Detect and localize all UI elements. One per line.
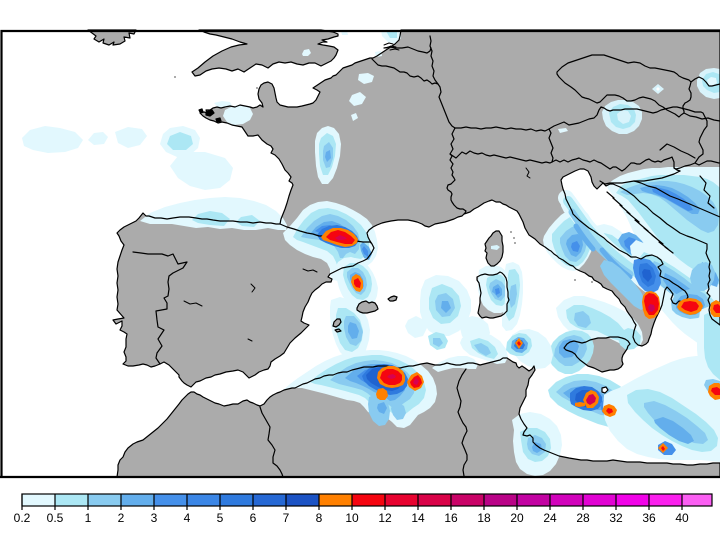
svg-text:14: 14 [411,511,425,525]
svg-text:0.2: 0.2 [14,511,31,525]
svg-text:10: 10 [345,511,359,525]
svg-text:0.5: 0.5 [47,511,64,525]
svg-text:2: 2 [118,511,125,525]
svg-text:28: 28 [576,511,590,525]
svg-text:3: 3 [151,511,158,525]
svg-text:16: 16 [444,511,458,525]
svg-text:7: 7 [283,511,290,525]
svg-text:36: 36 [642,511,656,525]
svg-text:20: 20 [510,511,524,525]
svg-text:32: 32 [609,511,623,525]
svg-text:5: 5 [217,511,224,525]
svg-text:4: 4 [184,511,191,525]
svg-text:40: 40 [675,511,689,525]
svg-text:6: 6 [250,511,257,525]
svg-text:18: 18 [477,511,491,525]
svg-text:12: 12 [378,511,392,525]
svg-text:1: 1 [85,511,92,525]
svg-text:8: 8 [316,511,323,525]
svg-text:24: 24 [543,511,557,525]
